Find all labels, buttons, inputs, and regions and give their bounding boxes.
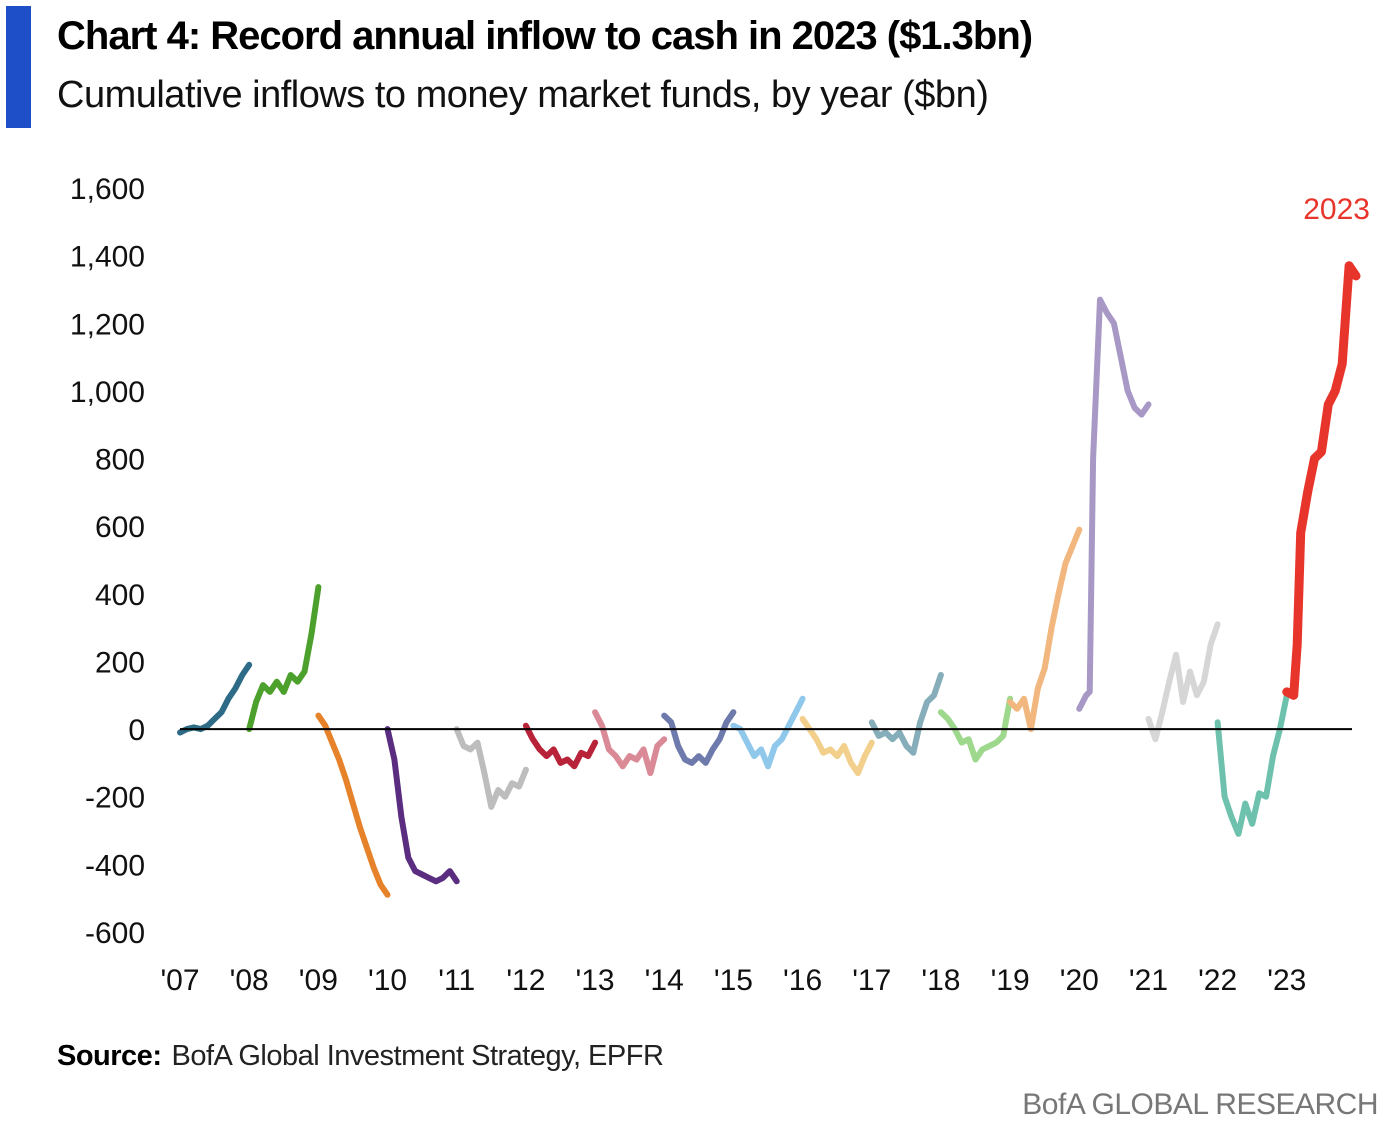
brand-label: BofA GLOBAL RESEARCH bbox=[1022, 1088, 1378, 1121]
series-line-2019 bbox=[1007, 526, 1083, 733]
series-line-2018 bbox=[937, 695, 1014, 763]
series-line-2008 bbox=[246, 584, 322, 733]
series-line-2010 bbox=[384, 726, 460, 885]
annotation-label: 2023 bbox=[1303, 193, 1370, 226]
y-tick-label: -600 bbox=[85, 917, 145, 950]
x-tick-label: '18 bbox=[921, 964, 960, 997]
series-line-2011 bbox=[453, 726, 529, 810]
y-tick-label: 1,000 bbox=[70, 376, 145, 409]
x-tick-label: '12 bbox=[506, 964, 545, 997]
y-tick-label: 400 bbox=[95, 579, 145, 612]
y-tick-label: 1,400 bbox=[70, 241, 145, 274]
x-tick-label: '09 bbox=[299, 964, 338, 997]
x-tick-label: '17 bbox=[852, 964, 891, 997]
series-line-2021 bbox=[1145, 621, 1221, 743]
series-line-2007 bbox=[177, 661, 253, 736]
y-tick-label: 600 bbox=[95, 511, 145, 544]
y-tick-label: 200 bbox=[95, 646, 145, 679]
source-text: BofA Global Investment Strategy, EPFR bbox=[171, 1040, 664, 1072]
y-tick-label: 800 bbox=[95, 444, 145, 477]
x-tick-label: '08 bbox=[230, 964, 269, 997]
source-label: Source: bbox=[57, 1040, 162, 1072]
x-tick-label: '19 bbox=[991, 964, 1030, 997]
series-line-2017 bbox=[868, 672, 944, 756]
series-line-2014 bbox=[661, 709, 737, 766]
line-chart: 1,600 1,400 1,200 1,000 800 600 400 200 0 -200 -40… bbox=[70, 173, 1370, 997]
series-line-2013 bbox=[592, 709, 668, 777]
x-tick-label: '13 bbox=[576, 964, 615, 997]
y-tick-label: 0 bbox=[128, 714, 145, 747]
x-tick-label: '15 bbox=[714, 964, 753, 997]
x-tick-label: '21 bbox=[1129, 964, 1168, 997]
x-tick-label: '20 bbox=[1060, 964, 1099, 997]
x-tick-label: '11 bbox=[438, 964, 475, 997]
series-line-2016 bbox=[799, 715, 875, 777]
chart-title: Chart 4: Record annual inflow to cash in… bbox=[57, 14, 1033, 58]
series-line-2023 bbox=[1282, 261, 1361, 700]
series-line-2022 bbox=[1214, 692, 1290, 837]
x-tick-label: '16 bbox=[783, 964, 822, 997]
y-tick-label: 1,200 bbox=[70, 308, 145, 341]
y-tick-label: 1,600 bbox=[70, 173, 145, 206]
series-line-2015 bbox=[730, 695, 806, 770]
x-tick-label: '14 bbox=[645, 964, 684, 997]
x-tick-label: '07 bbox=[160, 964, 199, 997]
x-tick-label: '22 bbox=[1198, 964, 1237, 997]
x-tick-label: '10 bbox=[368, 964, 407, 997]
series-line-2020 bbox=[1076, 296, 1152, 712]
chart-subtitle: Cumulative inflows to money market funds… bbox=[57, 74, 989, 116]
y-tick-label: -400 bbox=[85, 849, 145, 882]
series-line-2009 bbox=[315, 712, 391, 898]
x-tick-label: '23 bbox=[1267, 964, 1306, 997]
source-note: Source: BofA Global Investment Strategy, … bbox=[57, 1040, 664, 1073]
title-accent-bar bbox=[6, 6, 31, 128]
series-line-2012 bbox=[522, 722, 599, 770]
y-tick-label: -200 bbox=[85, 782, 145, 815]
